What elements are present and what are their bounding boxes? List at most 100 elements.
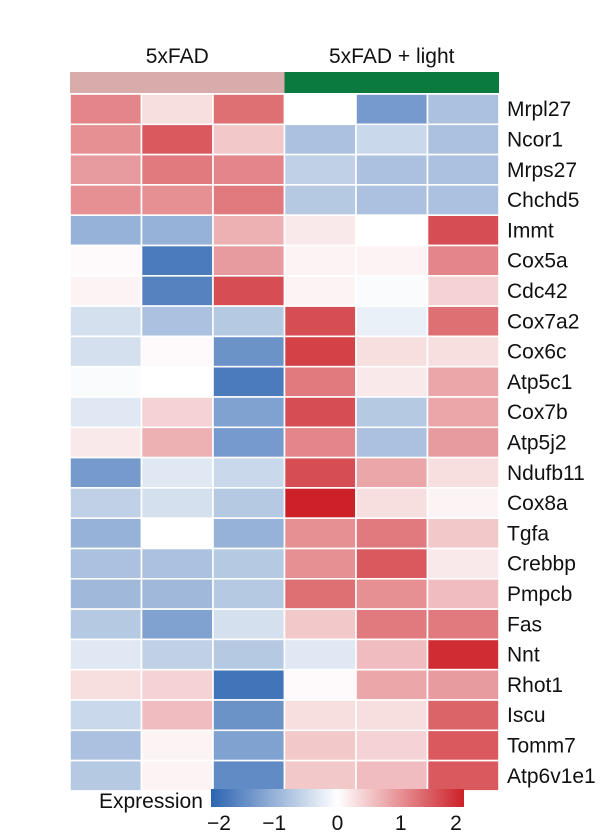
heatmap-cell xyxy=(283,396,357,429)
row-label-ndufb11: Ndufb11 xyxy=(507,462,585,485)
heatmap-cell xyxy=(212,396,286,429)
row-label-atp6v1e1: Atp6v1e1 xyxy=(507,765,596,788)
heatmap-cell xyxy=(355,668,429,701)
heatmap-cell xyxy=(426,274,500,307)
heatmap-cell xyxy=(426,396,500,429)
row-label-mrps27: Mrps27 xyxy=(507,159,577,182)
heatmap-cell xyxy=(283,699,357,732)
heatmap-cell xyxy=(69,487,143,519)
heatmap-cell xyxy=(426,487,500,519)
heatmap-cell xyxy=(69,577,143,610)
heatmap-cell xyxy=(69,517,143,550)
heatmap-cell xyxy=(69,244,143,277)
row-label-cox5a: Cox5a xyxy=(507,250,568,273)
row-label-cox6c: Cox6c xyxy=(507,341,567,364)
row-label-cox7b: Cox7b xyxy=(507,401,568,424)
group-bar-1 xyxy=(70,72,285,93)
row-label-cox8a: Cox8a xyxy=(507,492,568,515)
row-label-ncor1: Ncor1 xyxy=(507,128,563,151)
heatmap-cell xyxy=(283,274,357,307)
heatmap-cell xyxy=(69,305,143,338)
heatmap-cell xyxy=(283,365,357,398)
heatmap-cell xyxy=(426,608,500,641)
row-label-atp5c1: Atp5c1 xyxy=(507,371,572,394)
heatmap-cell xyxy=(140,456,214,489)
heatmap-cell xyxy=(212,729,286,762)
row-label-crebbp: Crebbp xyxy=(507,553,576,576)
colorbar-tick-label: 0 xyxy=(332,812,344,835)
heatmap-cell xyxy=(140,577,214,610)
heatmap-cell xyxy=(212,153,286,186)
heatmap-cell xyxy=(355,517,429,550)
heatmap-cell xyxy=(69,759,143,792)
heatmap-cell xyxy=(212,638,286,671)
heatmap-cell xyxy=(69,426,143,459)
heatmap-cell xyxy=(426,335,500,368)
heatmap-cell xyxy=(426,123,500,156)
heatmap-cell xyxy=(283,426,357,459)
heatmap-cell xyxy=(426,668,500,701)
row-label-tomm7: Tomm7 xyxy=(507,734,576,757)
heatmap-cell xyxy=(69,123,143,156)
heatmap-cell xyxy=(212,547,286,580)
heatmap-cell xyxy=(426,365,500,398)
heatmap-cell xyxy=(140,638,214,671)
heatmap-cell xyxy=(283,456,357,489)
heatmap-cell xyxy=(69,93,143,126)
heatmap-cell xyxy=(212,305,286,338)
group-bar-2 xyxy=(284,72,499,93)
heatmap-cell xyxy=(69,396,143,429)
heatmap-cell xyxy=(355,93,429,126)
heatmap-cell xyxy=(426,638,500,671)
heatmap-cell xyxy=(140,426,214,459)
heatmap-cell xyxy=(355,638,429,671)
heatmap-cell xyxy=(283,93,357,126)
heatmap-cell xyxy=(212,123,286,156)
heatmap-cell xyxy=(69,153,143,186)
heatmap-cell xyxy=(426,184,500,216)
heatmap-cell xyxy=(355,123,429,156)
heatmap-cell xyxy=(69,668,143,701)
heatmap-cell xyxy=(212,365,286,398)
colorbar-tick-label: −2 xyxy=(207,812,231,835)
heatmap-cell xyxy=(212,244,286,277)
heatmap-cell xyxy=(426,153,500,186)
heatmap-cell xyxy=(212,274,286,307)
heatmap-cell xyxy=(355,214,429,247)
heatmap-cell xyxy=(355,153,429,186)
heatmap-cell xyxy=(140,365,214,398)
heatmap-cell xyxy=(355,577,429,610)
row-label-tgfa: Tgfa xyxy=(507,522,549,545)
heatmap-cell xyxy=(140,608,214,641)
heatmap-cell xyxy=(426,305,500,338)
heatmap-cell xyxy=(426,214,500,247)
heatmap-cell xyxy=(283,244,357,277)
heatmap-cell xyxy=(140,93,214,126)
heatmap-cell xyxy=(212,456,286,489)
heatmap-cell xyxy=(69,184,143,216)
heatmap-cell xyxy=(140,274,214,307)
row-label-pmpcb: Pmpcb xyxy=(507,583,572,606)
heatmap-cell xyxy=(69,729,143,762)
heatmap-cell xyxy=(283,335,357,368)
heatmap-cell xyxy=(69,638,143,671)
row-label-cox7a2: Cox7a2 xyxy=(507,310,579,333)
colorbar-tick-label: −1 xyxy=(262,812,286,835)
heatmap-cell xyxy=(212,93,286,126)
heatmap-cell xyxy=(140,547,214,580)
heatmap-cell xyxy=(69,699,143,732)
heatmap-cell xyxy=(426,759,500,792)
heatmap-cell xyxy=(140,335,214,368)
heatmap-cell xyxy=(212,214,286,247)
heatmap-cell xyxy=(212,608,286,641)
heatmap-cell xyxy=(426,729,500,762)
heatmap-cell xyxy=(426,577,500,610)
heatmap-cell xyxy=(426,547,500,580)
heatmap-cell xyxy=(140,396,214,429)
heatmap-cell xyxy=(140,668,214,701)
row-label-immt: Immt xyxy=(507,219,554,242)
heatmap-cell xyxy=(426,456,500,489)
heatmap-cell xyxy=(212,184,286,216)
heatmap-cell xyxy=(69,547,143,580)
colorbar xyxy=(211,789,464,807)
